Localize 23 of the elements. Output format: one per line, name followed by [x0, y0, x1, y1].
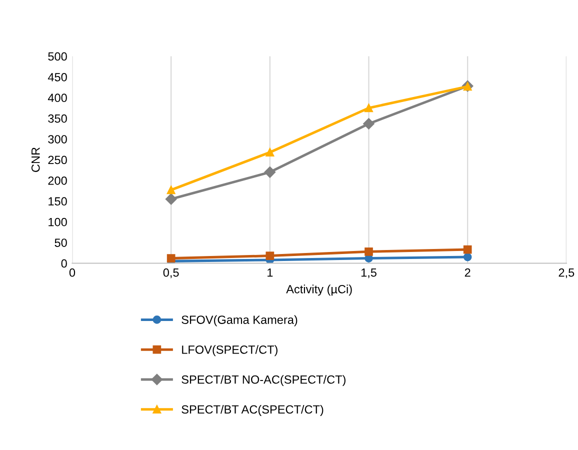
- y-tick-label: 350: [48, 114, 67, 123]
- x-tick-label: 1,5: [361, 268, 376, 278]
- y-tick-label: 100: [48, 218, 67, 226]
- x-tick-label: 2: [464, 268, 470, 277]
- y-tick-label: 200: [48, 176, 67, 185]
- legend-label: LFOV(SPECT/CT): [182, 345, 278, 356]
- y-tick-label: 400: [48, 94, 67, 102]
- legend-label: SFOV(Gama Kamera): [182, 315, 298, 326]
- y-tick-label: 450: [48, 72, 67, 82]
- y-tick-label: 150: [48, 197, 67, 206]
- legend-label: SPECT/BT AC(SPECT/CT): [182, 404, 324, 416]
- y-tick-label: 250: [48, 156, 67, 164]
- x-axis-title: Activity (µCi): [286, 284, 352, 296]
- x-tick-label: 0,5: [163, 268, 179, 278]
- legend-label: SPECT/BT NO-AC(SPECT/CT): [182, 375, 346, 386]
- y-tick-label: 500: [48, 52, 67, 61]
- x-tick-label: 1: [268, 268, 273, 277]
- x-tick-label: 0: [69, 268, 76, 277]
- y-axis-title: CNR: [31, 148, 40, 172]
- x-tick-label: 2,5: [558, 268, 574, 278]
- y-tick-label: 50: [54, 238, 67, 247]
- y-tick-label: 300: [48, 135, 67, 144]
- y-tick-label: 0: [61, 259, 67, 268]
